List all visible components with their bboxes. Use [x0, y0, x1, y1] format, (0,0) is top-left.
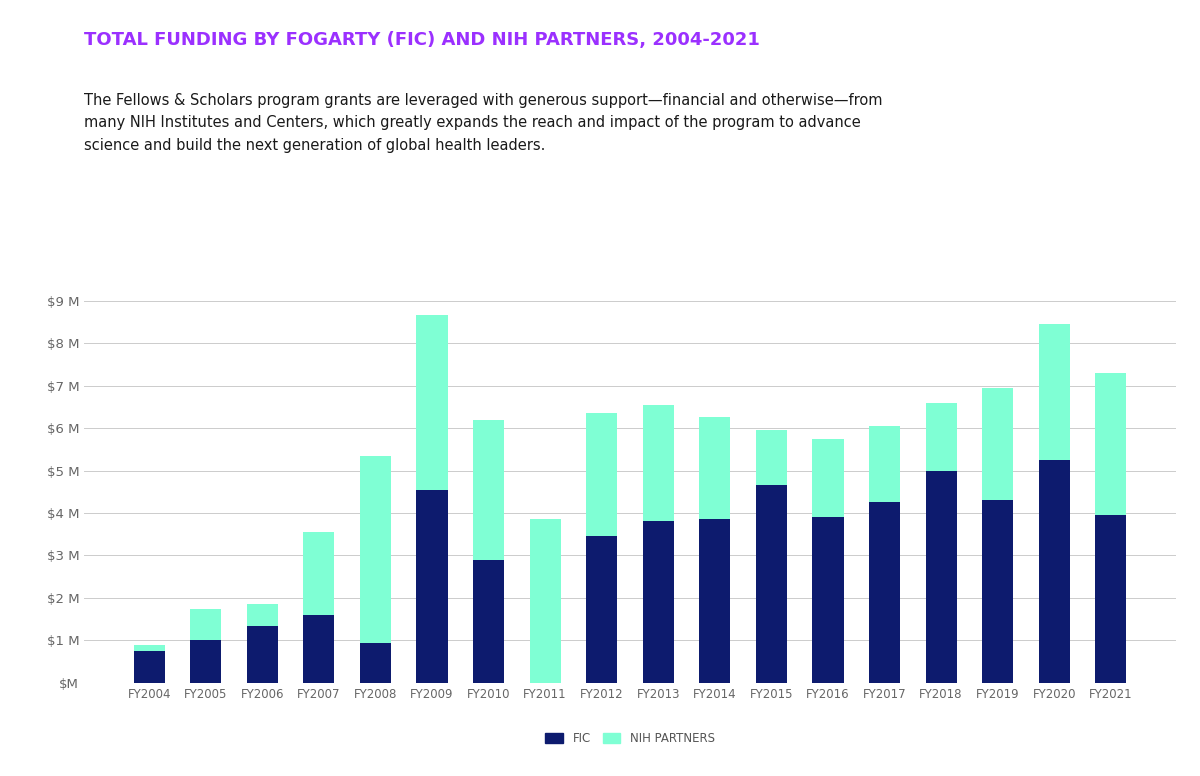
Bar [586, 413, 617, 536]
Bar [1039, 460, 1069, 683]
Bar [191, 640, 221, 683]
Bar [812, 518, 844, 683]
Bar [247, 625, 278, 683]
Legend: FIC, NIH PARTNERS: FIC, NIH PARTNERS [540, 727, 720, 750]
Bar [869, 502, 900, 683]
Bar [869, 426, 900, 502]
Bar [473, 420, 504, 559]
Bar [360, 456, 391, 643]
Bar [643, 521, 674, 683]
Bar [416, 490, 448, 683]
Bar [191, 608, 221, 640]
Bar [1039, 324, 1069, 460]
Bar [304, 532, 335, 615]
Bar [700, 417, 731, 519]
Bar [416, 316, 448, 490]
Bar [247, 605, 278, 625]
Bar [982, 501, 1013, 683]
Bar [133, 645, 164, 651]
Bar [812, 438, 844, 518]
Bar [586, 536, 617, 683]
Bar [756, 485, 787, 683]
Bar [643, 404, 674, 521]
Bar [473, 559, 504, 683]
Text: TOTAL FUNDING BY FOGARTY (FIC) AND NIH PARTNERS, 2004-2021: TOTAL FUNDING BY FOGARTY (FIC) AND NIH P… [84, 31, 760, 49]
Bar [304, 615, 335, 683]
Bar [529, 519, 560, 683]
Bar [133, 651, 164, 683]
Bar [925, 470, 956, 683]
Text: The Fellows & Scholars program grants are leveraged with generous support—financ: The Fellows & Scholars program grants ar… [84, 93, 882, 153]
Bar [360, 643, 391, 683]
Bar [1096, 372, 1127, 515]
Bar [925, 403, 956, 470]
Bar [756, 430, 787, 485]
Bar [982, 388, 1013, 501]
Bar [700, 519, 731, 683]
Bar [1096, 515, 1127, 683]
